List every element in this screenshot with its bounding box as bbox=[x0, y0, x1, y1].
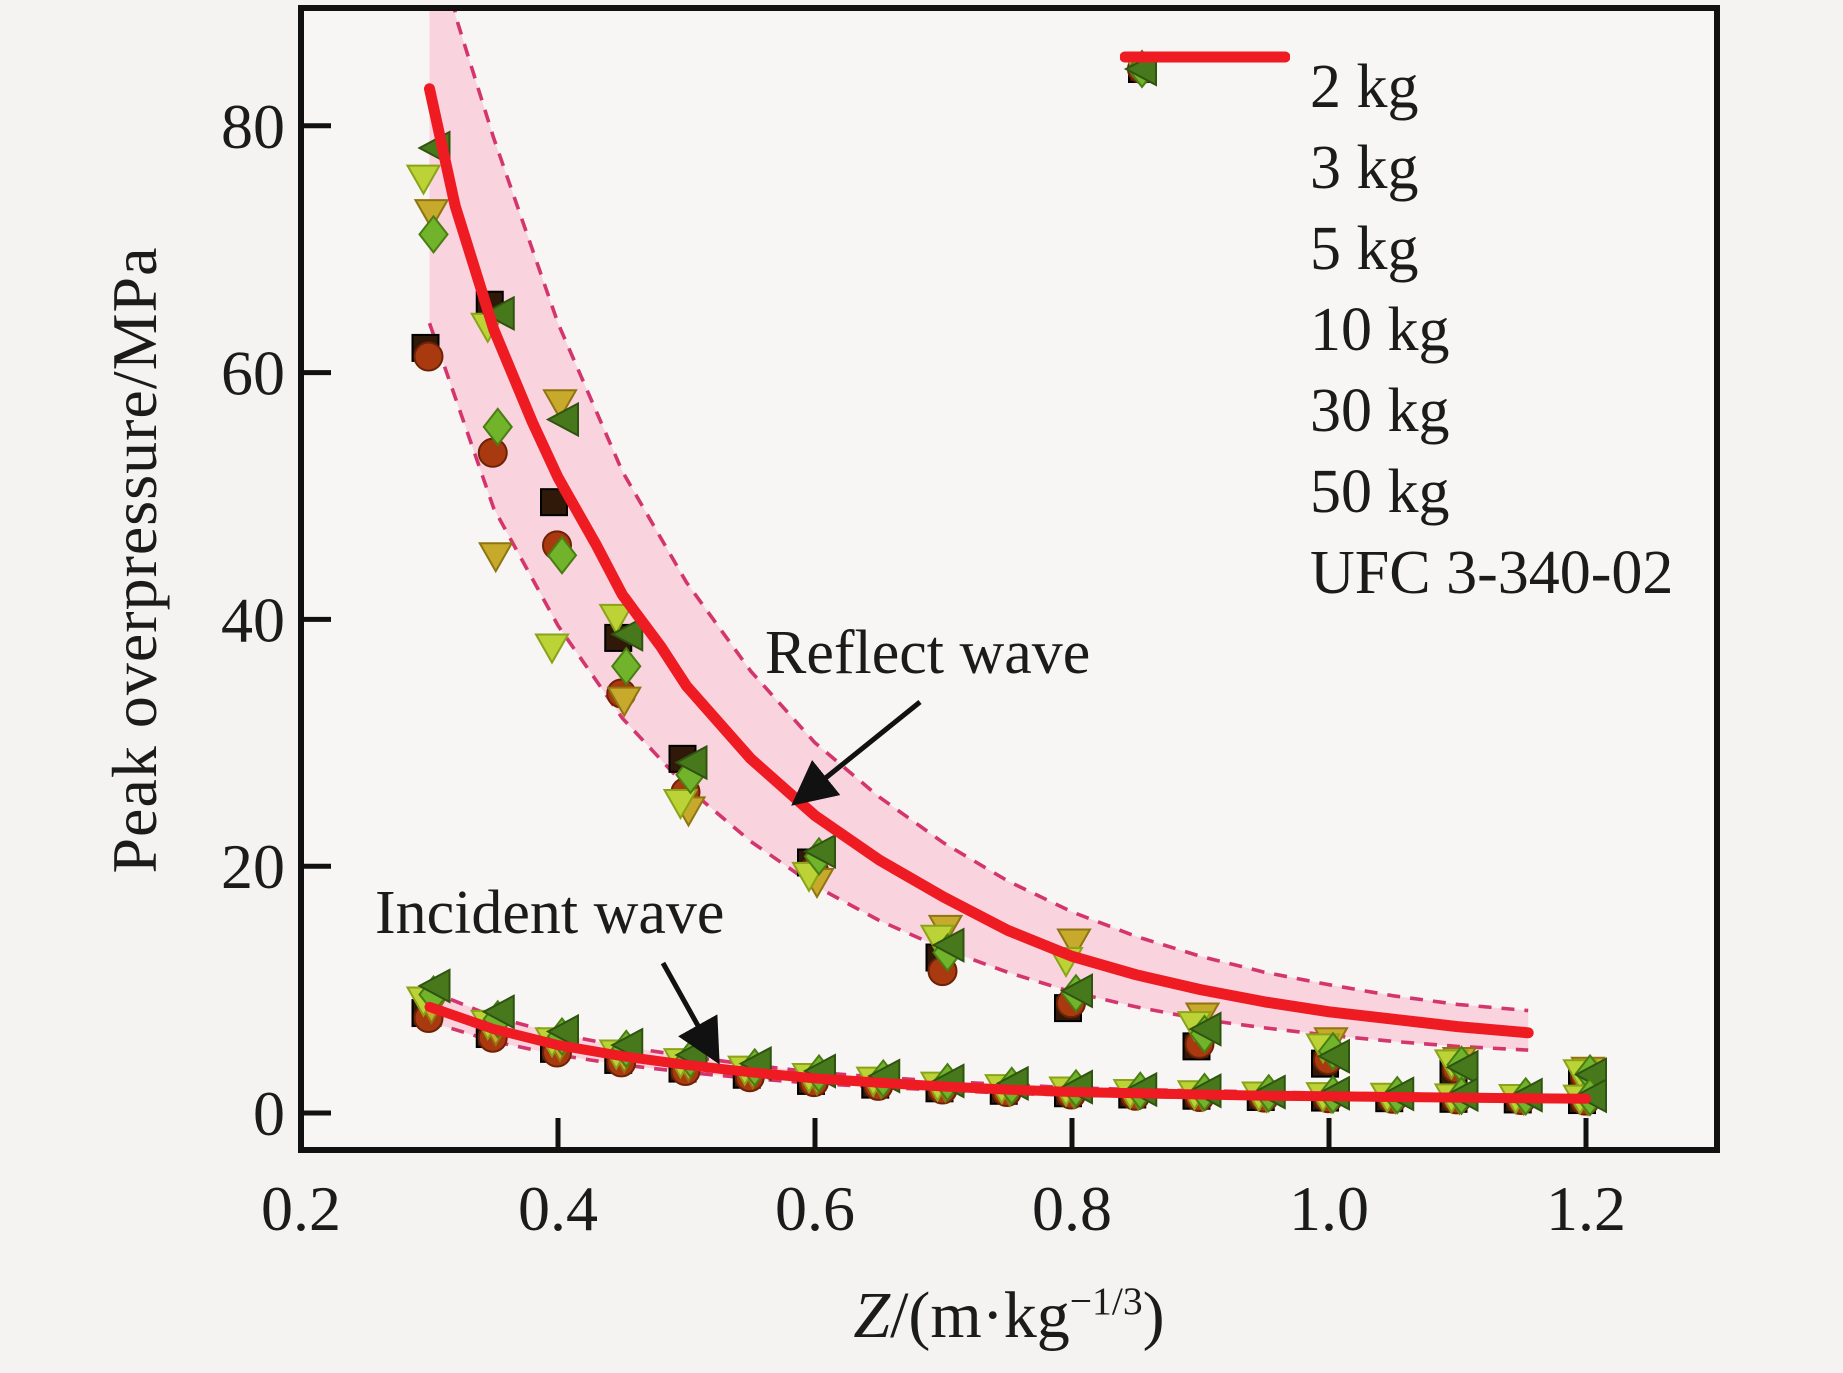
reflect-scatter-series-50-kg bbox=[417, 130, 1607, 1093]
triangle-left-marker bbox=[545, 401, 579, 438]
axis-ticks: 0 20 40 60 80 0.2 0.4 0.6 0.8 1.0 1.2 bbox=[221, 91, 1626, 1244]
legend-item: 50 kg bbox=[1120, 51, 1673, 533]
reflect-band bbox=[429, 8, 1529, 1051]
triangle-down-marker bbox=[542, 389, 578, 421]
reflect-band-upper-dashed bbox=[452, 8, 1529, 1013]
circle-marker bbox=[477, 437, 508, 468]
triangle-left-marker bbox=[1188, 1011, 1222, 1047]
legend-item: 30 kg bbox=[1120, 49, 1673, 452]
triangle-left-marker bbox=[481, 295, 515, 332]
incident-arrow bbox=[660, 961, 720, 1065]
legend: 2 kg 3 kg 5 kg 10 kg 30 kg 50 kg UFC 3-340-02 bbox=[1120, 47, 1673, 614]
triangle-left-marker bbox=[545, 1013, 579, 1050]
incident-ufc-curve bbox=[424, 1001, 1591, 1104]
incident-band bbox=[429, 990, 1586, 1102]
legend-item-ufc-line: UFC 3-340-02 bbox=[1120, 51, 1674, 614]
triangle-left-marker bbox=[802, 833, 836, 870]
legend-label: 10 kg bbox=[1310, 296, 1450, 364]
plot-border bbox=[298, 5, 1720, 1153]
triangle-left-marker bbox=[1573, 1078, 1607, 1114]
diamond-marker bbox=[610, 646, 642, 686]
triangle-down-marker bbox=[413, 199, 450, 231]
reflect-ufc-curve bbox=[424, 83, 1534, 1039]
triangle-left-marker bbox=[1316, 1038, 1350, 1074]
annotation-reflect-wave: Reflect wave bbox=[765, 619, 1091, 687]
diamond-marker bbox=[418, 214, 449, 255]
x-tick-label: 1.2 bbox=[1546, 1173, 1626, 1244]
x-tick-label: 0.6 bbox=[775, 1173, 855, 1244]
triangle-left-marker bbox=[481, 994, 515, 1030]
y-tick-label: 20 bbox=[221, 831, 285, 902]
x-axis-variable: Z bbox=[853, 1279, 891, 1352]
x-tick-label: 0.2 bbox=[261, 1173, 341, 1244]
legend-item: 3 kg bbox=[1120, 54, 1673, 209]
legend-label: 50 kg bbox=[1310, 458, 1450, 526]
annotation-incident-wave: Incident wave bbox=[375, 879, 725, 947]
triangle-down-marker bbox=[606, 686, 642, 718]
triangle-left-marker bbox=[1445, 1049, 1479, 1086]
x-axis-units: /(m·kg bbox=[890, 1279, 1070, 1352]
x-axis-close-paren: ) bbox=[1142, 1279, 1165, 1352]
x-tick-label: 1.0 bbox=[1289, 1173, 1369, 1244]
x-axis-title: Z/(m·kg−1/3) bbox=[853, 1278, 1164, 1354]
reflect-arrow bbox=[791, 700, 922, 806]
triangle-left-marker bbox=[610, 616, 644, 652]
x-tick-label: 0.4 bbox=[518, 1173, 598, 1244]
triangle-left-marker bbox=[931, 927, 965, 963]
y-tick-label: 0 bbox=[253, 1078, 285, 1149]
triangle-down-marker bbox=[478, 542, 514, 574]
triangle-down-marker bbox=[1056, 928, 1092, 960]
reflect-scatter bbox=[405, 130, 1607, 1094]
triangle-down-marker bbox=[662, 789, 699, 821]
diamond-marker bbox=[482, 407, 514, 447]
diamond-marker bbox=[546, 535, 578, 575]
triangle-down-marker bbox=[405, 164, 442, 196]
legend-item: 5 kg bbox=[1120, 56, 1673, 290]
triangle-left-marker bbox=[417, 968, 451, 1004]
y-tick-label: 80 bbox=[221, 91, 285, 162]
legend-label: 5 kg bbox=[1310, 215, 1419, 283]
triangle-left-marker bbox=[674, 744, 708, 781]
legend-label: UFC 3-340-02 bbox=[1310, 539, 1674, 607]
ufc-line-legend-icon bbox=[1120, 51, 1290, 63]
square-marker bbox=[540, 488, 568, 517]
triangle-down-marker bbox=[534, 633, 570, 665]
triangle-down-marker bbox=[598, 603, 634, 635]
y-axis-title: Peak overpressure/MPa bbox=[99, 246, 170, 874]
plot-data-layer bbox=[405, 8, 1607, 1117]
x-tick-label: 0.8 bbox=[1032, 1173, 1112, 1244]
triangle-left-marker bbox=[1059, 973, 1093, 1009]
y-tick-label: 60 bbox=[221, 338, 285, 409]
x-axis-exponent: −1/3 bbox=[1069, 1279, 1143, 1323]
legend-label: 2 kg bbox=[1310, 53, 1419, 121]
legend-label: 30 kg bbox=[1310, 377, 1450, 445]
y-tick-label: 40 bbox=[221, 584, 285, 655]
legend-item: 10 kg bbox=[1120, 56, 1673, 371]
circle-marker bbox=[413, 341, 444, 372]
legend-label: 3 kg bbox=[1310, 134, 1419, 202]
